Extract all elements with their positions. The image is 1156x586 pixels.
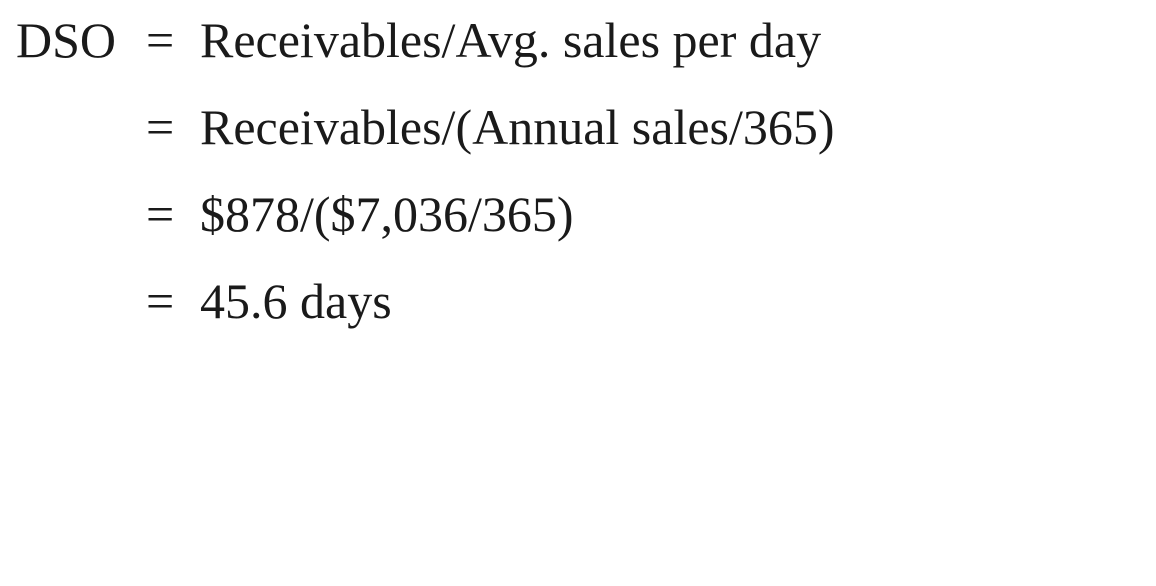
formula-expression: Receivables/Avg. sales per day [200, 12, 822, 68]
formula-lhs: DSO [16, 12, 117, 68]
formula-line-3: = $878/($7,036/365) [16, 174, 574, 254]
formula-result: 45.6 days [200, 273, 392, 329]
formula-line-1: DSO = Receivables/Avg. sales per day [16, 0, 821, 80]
formula-line-4: = 45.6 days [16, 261, 392, 341]
equals-sign: = [146, 12, 175, 68]
equals-sign: = [146, 99, 175, 155]
formula-line-2: = Receivables/(Annual sales/365) [16, 87, 835, 167]
equals-sign: = [146, 186, 175, 242]
equals-sign: = [146, 273, 175, 329]
formula-expression: $878/($7,036/365) [200, 186, 574, 242]
formula-expression: Receivables/(Annual sales/365) [200, 99, 835, 155]
